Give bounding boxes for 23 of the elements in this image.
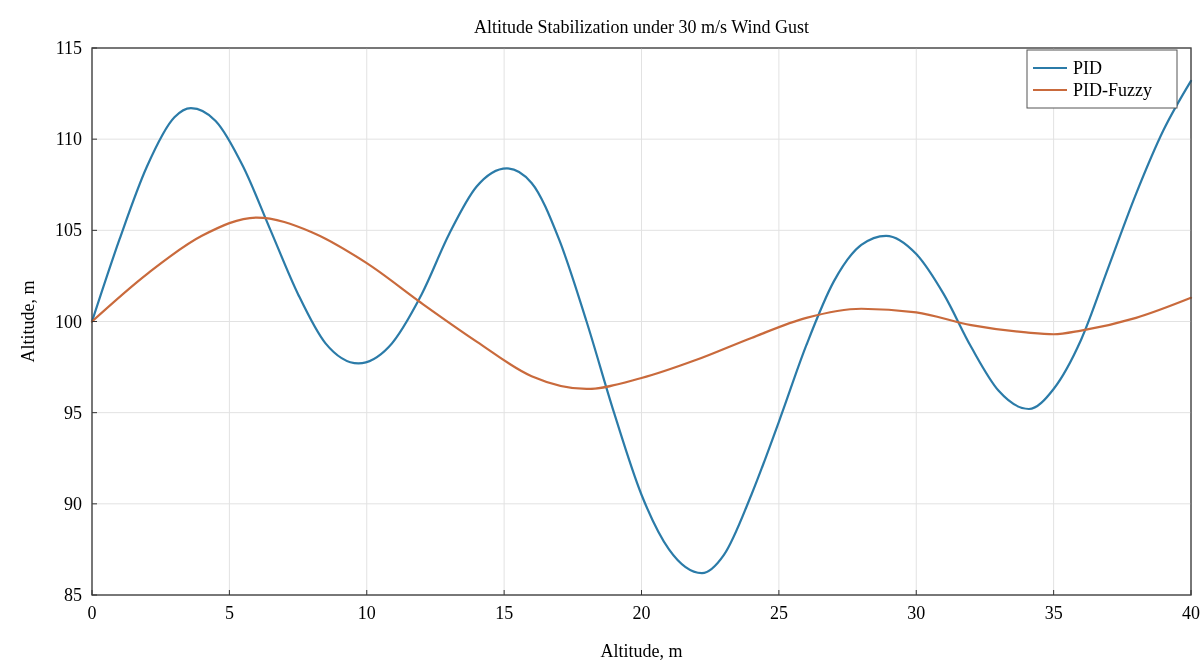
x-tick-label: 20 <box>632 603 651 623</box>
y-axis-title: Altitude, m <box>18 280 38 363</box>
x-tick-label: 5 <box>224 603 234 623</box>
x-tick-label: 35 <box>1044 603 1063 623</box>
x-tick-label: 25 <box>769 603 788 623</box>
legend-label: PID-Fuzzy <box>1073 80 1152 100</box>
x-tick-label: 30 <box>907 603 926 623</box>
y-tick-label: 110 <box>55 129 82 150</box>
y-tick-label: 115 <box>55 38 82 58</box>
chart-title: Altitude Stabilization under 30 m/s Wind Gust <box>474 17 809 37</box>
x-axis-title: Altitude, m <box>600 641 683 661</box>
x-tick-label: 40 <box>1182 603 1200 623</box>
x-tick-label: 10 <box>357 603 376 623</box>
y-tick-label: 85 <box>64 585 82 605</box>
line-series <box>90 216 1193 391</box>
y-tick-label: 95 <box>64 402 82 423</box>
line-series <box>90 79 1193 575</box>
y-tick-label: 105 <box>55 220 82 241</box>
x-tick-label: 0 <box>87 603 97 623</box>
legend-label: PID <box>1073 58 1103 78</box>
y-tick-label: 100 <box>55 311 82 332</box>
x-tick-label: 15 <box>495 603 514 623</box>
y-tick-label: 90 <box>64 493 82 514</box>
